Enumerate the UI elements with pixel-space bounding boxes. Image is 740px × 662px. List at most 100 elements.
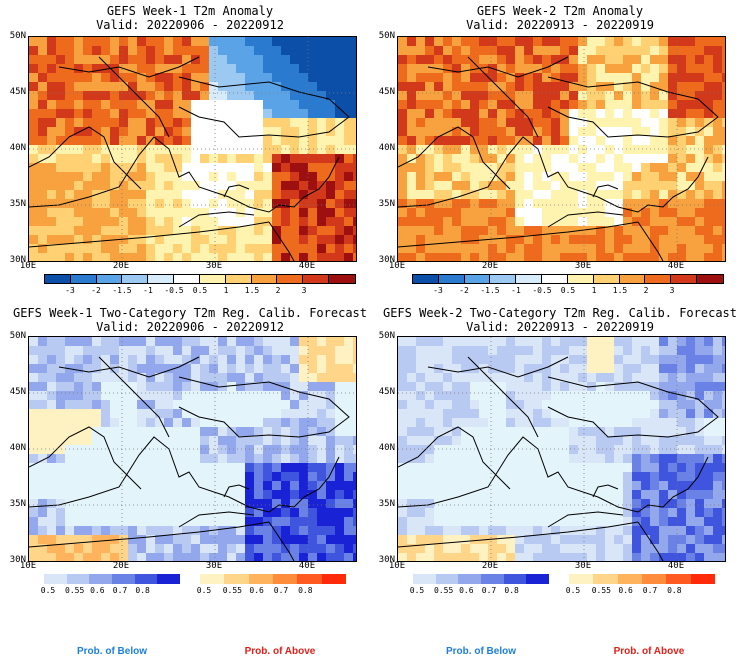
colorbar-tick: -0.5: [164, 286, 184, 295]
lat-label: 40N: [9, 443, 26, 453]
colorbar-tick: -0.5: [532, 286, 552, 295]
lon-label: 10E: [19, 561, 37, 571]
above-probability-colorbar: [200, 574, 346, 584]
panel-title: GEFS Week-2 T2m Anomaly: [476, 4, 644, 18]
colorbar-tick: 0.5: [192, 286, 208, 295]
colorbar-swatch: [297, 574, 322, 584]
lat-label: 50N: [378, 331, 395, 341]
legend-prob-below-right: Prob. of Below: [446, 646, 516, 657]
colorbar-swatch: [321, 574, 346, 584]
lon-label: 20E: [481, 561, 499, 571]
colorbar-swatch: [619, 275, 646, 283]
panel-title: GEFS Week-1 Two-Category T2m Reg. Calib.…: [12, 306, 367, 320]
probability-tick: 0.7: [112, 586, 128, 595]
colorbar-tick: 3: [301, 286, 307, 295]
lon-label: 30E: [205, 261, 223, 271]
map-field: [398, 337, 725, 561]
map-week2-probability: [397, 336, 726, 562]
lon-label: 40E: [667, 561, 685, 571]
probability-tick: 0.5: [565, 586, 581, 595]
lon-label: 20E: [112, 261, 130, 271]
lat-label: 30N: [9, 555, 26, 565]
colorbar-tick: 3: [669, 286, 675, 295]
colorbar-swatch: [225, 275, 252, 283]
lat-label: 45N: [9, 387, 26, 397]
legend-prob-below-left: Prob. of Below: [77, 646, 147, 657]
colorbar-swatch: [464, 275, 491, 283]
lon-label: 10E: [19, 261, 37, 271]
map-week1-anomaly: [28, 36, 357, 262]
lon-label: 30E: [574, 261, 592, 271]
lon-label: 40E: [667, 261, 685, 271]
below-probability-colorbar: [413, 574, 550, 584]
probability-tick: 0.8: [667, 586, 682, 595]
lat-label: 35N: [9, 499, 26, 509]
lat-label: 50N: [9, 31, 26, 41]
colorbar-swatch: [567, 275, 594, 283]
colorbar-swatch: [645, 275, 672, 283]
colorbar-swatch: [516, 275, 543, 283]
map-week1-probability: [28, 336, 357, 562]
map-field: [29, 337, 356, 561]
lat-label: 40N: [378, 443, 395, 453]
colorbar-swatch: [45, 275, 71, 283]
colorbar-swatch: [542, 275, 568, 283]
colorbar-tick: -1.5: [480, 286, 500, 295]
lat-label: 45N: [9, 87, 26, 97]
colorbar-swatch: [569, 574, 594, 584]
colorbar-tick: -1.5: [112, 286, 132, 295]
probability-tick: 0.6: [249, 586, 264, 595]
colorbar-swatch: [413, 574, 436, 584]
colorbar-tick: 1: [223, 286, 229, 295]
colorbar-swatch: [617, 574, 642, 584]
above-probability-colorbar: [569, 574, 715, 584]
colorbar-swatch: [666, 574, 691, 584]
panel-valid: Valid: 20220906 - 20220912: [96, 320, 284, 334]
lat-label: 45N: [378, 87, 395, 97]
probability-tick: 0.6: [459, 586, 474, 595]
probability-tick: 0.8: [298, 586, 313, 595]
colorbar-tick: -1: [143, 286, 153, 295]
lat-label: 35N: [378, 199, 395, 209]
anomaly-colorbar: [44, 274, 356, 284]
lat-label: 30N: [9, 255, 26, 265]
panel-title: GEFS Week-1 T2m Anomaly: [106, 4, 274, 18]
colorbar-swatch: [690, 574, 715, 584]
colorbar-swatch: [329, 275, 355, 283]
colorbar-tick: -2: [459, 286, 469, 295]
colorbar-swatch: [272, 574, 298, 584]
colorbar-swatch: [593, 275, 620, 283]
probability-tick: 0.55: [65, 586, 85, 595]
probability-tick: 0.55: [222, 586, 242, 595]
probability-tick: 0.7: [273, 586, 289, 595]
probability-tick: 0.7: [642, 586, 658, 595]
colorbar-tick: 2: [643, 286, 649, 295]
map-week2-anomaly: [397, 36, 726, 262]
probability-tick: 0.8: [135, 586, 150, 595]
colorbar-swatch: [490, 275, 517, 283]
colorbar-swatch: [122, 275, 149, 283]
lat-label: 50N: [378, 31, 395, 41]
colorbar-swatch: [44, 574, 67, 584]
colorbar-swatch: [435, 574, 459, 584]
colorbar-swatch: [438, 275, 465, 283]
colorbar-swatch: [458, 574, 482, 584]
colorbar-swatch: [413, 275, 439, 283]
panel-valid: Valid: 20220906 - 20220912: [96, 18, 284, 32]
probability-tick: 0.8: [504, 586, 519, 595]
colorbar-swatch: [593, 574, 618, 584]
lon-label: 10E: [388, 261, 406, 271]
legend-prob-above-left: Prob. of Above: [244, 646, 316, 657]
lon-label: 10E: [388, 561, 406, 571]
colorbar-swatch: [224, 574, 249, 584]
colorbar-swatch: [66, 574, 90, 584]
colorbar-swatch: [96, 275, 123, 283]
colorbar-swatch: [89, 574, 113, 584]
colorbar-swatch: [174, 275, 200, 283]
probability-tick: 0.5: [196, 586, 212, 595]
lat-label: 40N: [9, 143, 26, 153]
colorbar-swatch: [503, 574, 527, 584]
probability-tick: 0.5: [40, 586, 56, 595]
colorbar-swatch: [70, 275, 97, 283]
panel-title: GEFS Week-2 Two-Category T2m Reg. Calib.…: [382, 306, 737, 320]
